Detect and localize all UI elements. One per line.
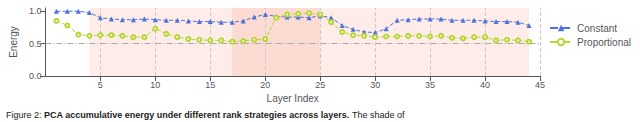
svg-text:Proportional: Proportional [577, 37, 631, 48]
svg-text:0.0: 0.0 [29, 71, 42, 81]
svg-text:1.0: 1.0 [29, 6, 42, 16]
svg-text:Energy: Energy [8, 26, 19, 58]
svg-text:25: 25 [315, 80, 325, 90]
svg-text:15: 15 [205, 80, 215, 90]
svg-text:Layer Index: Layer Index [267, 93, 319, 104]
svg-text:35: 35 [425, 80, 435, 90]
svg-text:PCA accumulative energy under: PCA accumulative energy under different … [44, 110, 349, 120]
svg-text:10: 10 [150, 80, 160, 90]
svg-text:Constant: Constant [577, 23, 617, 34]
svg-text:20: 20 [260, 80, 270, 90]
svg-text:30: 30 [370, 80, 380, 90]
svg-text:5: 5 [98, 80, 103, 90]
svg-text:Figure 2:: Figure 2: [6, 110, 44, 120]
svg-text:40: 40 [480, 80, 490, 90]
svg-text:The shade of: The shade of [350, 110, 405, 120]
svg-text:0.5: 0.5 [29, 39, 42, 49]
svg-text:45: 45 [535, 80, 545, 90]
